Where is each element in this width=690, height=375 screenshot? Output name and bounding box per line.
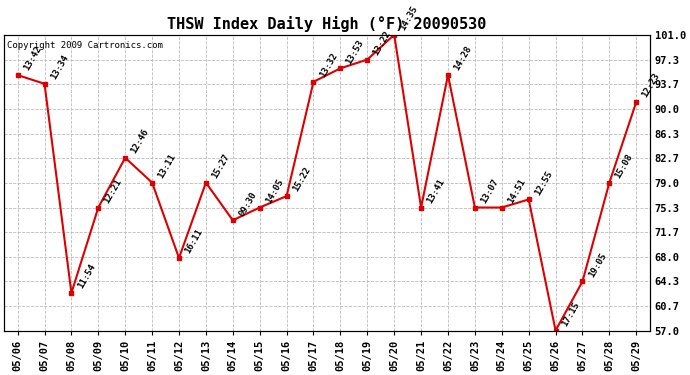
- Text: 12:21: 12:21: [103, 177, 124, 205]
- Text: 17:15: 17:15: [560, 300, 581, 328]
- Text: 13:53: 13:53: [344, 38, 366, 66]
- Text: 13:11: 13:11: [156, 152, 177, 180]
- Text: 14:51: 14:51: [506, 177, 527, 205]
- Text: 13:32: 13:32: [317, 51, 339, 79]
- Text: 15:22: 15:22: [290, 165, 312, 193]
- Text: 13:22: 13:22: [371, 29, 393, 57]
- Text: 15:08: 15:08: [613, 152, 635, 180]
- Text: 13:42: 13:42: [22, 45, 43, 72]
- Text: 14:05: 14:05: [264, 177, 285, 205]
- Text: 16:11: 16:11: [183, 227, 204, 255]
- Text: 09:30: 09:30: [237, 190, 258, 217]
- Text: 12:46: 12:46: [130, 127, 150, 155]
- Text: 11:54: 11:54: [76, 262, 97, 290]
- Text: 19:05: 19:05: [586, 251, 608, 279]
- Text: 13:07: 13:07: [479, 177, 500, 205]
- Text: 15:27: 15:27: [210, 152, 231, 180]
- Text: 12:55: 12:55: [533, 169, 554, 196]
- Text: 14:28: 14:28: [452, 45, 473, 72]
- Text: 12:23: 12:23: [640, 71, 662, 99]
- Text: 13:34: 13:34: [49, 53, 70, 81]
- Text: 13:41: 13:41: [425, 177, 446, 205]
- Text: 14:35: 14:35: [398, 4, 420, 32]
- Text: Copyright 2009 Cartronics.com: Copyright 2009 Cartronics.com: [8, 40, 164, 50]
- Title: THSW Index Daily High (°F) 20090530: THSW Index Daily High (°F) 20090530: [167, 16, 486, 32]
